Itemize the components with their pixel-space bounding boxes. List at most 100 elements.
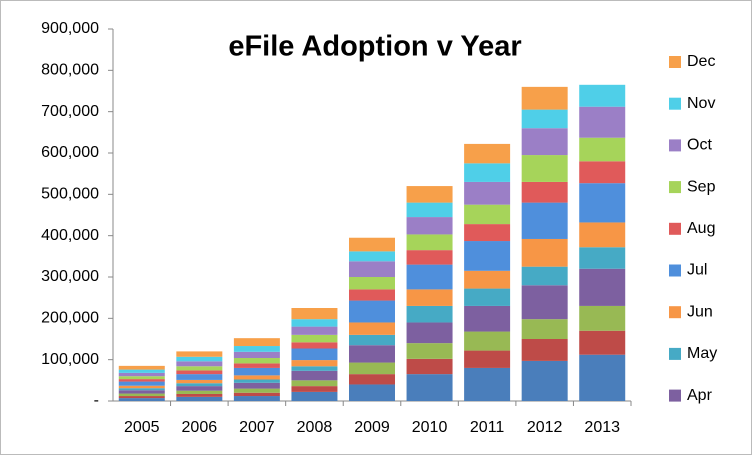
bar-segment: [176, 351, 223, 357]
bar-segment: [521, 339, 568, 361]
y-tick-label: 800,000: [41, 62, 99, 79]
bar-segment: [176, 390, 223, 394]
bar-segment: [349, 261, 395, 277]
bar-segment: [118, 372, 165, 377]
x-tick-label: 2007: [239, 419, 275, 436]
bar-segment: [579, 330, 626, 355]
bar-segment: [291, 366, 338, 371]
bar-segment: [464, 241, 511, 271]
bar-segment: [291, 360, 338, 367]
bar-segment: [349, 322, 395, 335]
bar-segment: [521, 285, 568, 320]
bar-segment: [406, 186, 453, 203]
legend-label: Dec: [687, 53, 715, 70]
bar-segment: [291, 308, 338, 320]
bar-segment: [464, 181, 511, 205]
bar-segment: [521, 86, 568, 110]
bar-segment: [464, 224, 511, 242]
bar-segment: [176, 386, 223, 391]
bar-segment: [118, 398, 165, 401]
bar-segment: [579, 106, 626, 138]
bar-segment: [464, 204, 511, 225]
bar-segment: [176, 361, 223, 367]
legend-label: Jul: [687, 262, 707, 279]
bar-segment: [464, 331, 511, 351]
x-tick-label: 2010: [412, 419, 448, 436]
bar-segment: [176, 379, 223, 384]
bar-segment: [406, 358, 453, 375]
bar-segment: [233, 338, 280, 347]
bar-segment: [349, 251, 395, 262]
legend-label: Jun: [687, 303, 713, 320]
bar-segment: [233, 363, 280, 368]
bar-segment: [291, 391, 338, 401]
bar-segment: [233, 396, 280, 401]
bar-segment: [406, 343, 453, 359]
legend-label: Nov: [687, 95, 715, 112]
bar-segment: [176, 383, 223, 387]
y-tick-label: 200,000: [41, 310, 99, 327]
bar-segment: [464, 305, 511, 332]
bar-segment: [521, 266, 568, 286]
bar-segment: [406, 322, 453, 344]
bar-segment: [233, 351, 280, 359]
bar-segment: [406, 217, 453, 235]
bar-segment: [176, 366, 223, 371]
y-tick-label: 300,000: [41, 268, 99, 285]
bar-segment: [118, 396, 165, 399]
bar-segment: [579, 137, 626, 162]
y-tick-label: 700,000: [41, 103, 99, 120]
legend-swatch: [669, 139, 681, 152]
bar-segment: [118, 388, 165, 391]
bar-segment: [291, 380, 338, 387]
bar-segment: [118, 379, 165, 382]
bar-segment: [349, 300, 395, 323]
bar-segment: [464, 288, 511, 306]
x-tick-label: 2006: [182, 419, 218, 436]
legend-swatch: [669, 56, 681, 68]
x-tick-label: 2008: [297, 419, 333, 436]
bar-segment: [233, 388, 280, 393]
bar-segment: [579, 183, 626, 223]
legend-swatch: [669, 222, 681, 235]
legend-label: Aug: [687, 220, 715, 237]
bar-segment: [406, 234, 453, 251]
bar-segment: [176, 356, 223, 362]
legend-swatch: [669, 389, 681, 402]
legend-label: Sep: [687, 178, 716, 195]
bar-segment: [118, 381, 165, 386]
bar-segment: [233, 367, 280, 376]
bar-segment: [233, 346, 280, 352]
bar-segment: [118, 390, 165, 394]
bar-segment: [406, 305, 453, 323]
bar-segment: [349, 277, 395, 290]
bar-segment: [406, 202, 453, 218]
bar-segment: [464, 143, 511, 164]
bar-segment: [579, 268, 626, 306]
bar-segment: [579, 84, 626, 107]
bar-segment: [233, 382, 280, 389]
bar-segment: [464, 367, 511, 401]
bar-segment: [464, 163, 511, 182]
bar-segment: [349, 362, 395, 375]
bar-segment: [406, 374, 453, 401]
bar-segment: [579, 354, 626, 401]
bar-segment: [349, 374, 395, 385]
bar-segment: [291, 334, 338, 343]
legend-label: Apr: [687, 387, 713, 404]
legend-swatch: [669, 264, 681, 277]
bar-segment: [176, 374, 223, 380]
bar-segment: [406, 264, 453, 290]
x-tick-label: 2013: [584, 419, 620, 436]
y-tick-label: 600,000: [41, 144, 99, 161]
bar-segment: [233, 375, 280, 380]
legend-label: May: [687, 345, 717, 362]
y-tick-label: 400,000: [41, 227, 99, 244]
bar-segment: [579, 161, 626, 184]
bar-segment: [349, 345, 395, 363]
bar-segment: [291, 326, 338, 335]
legend-label: Oct: [687, 137, 712, 154]
bar-segment: [579, 222, 626, 248]
legend-swatch: [669, 306, 681, 319]
